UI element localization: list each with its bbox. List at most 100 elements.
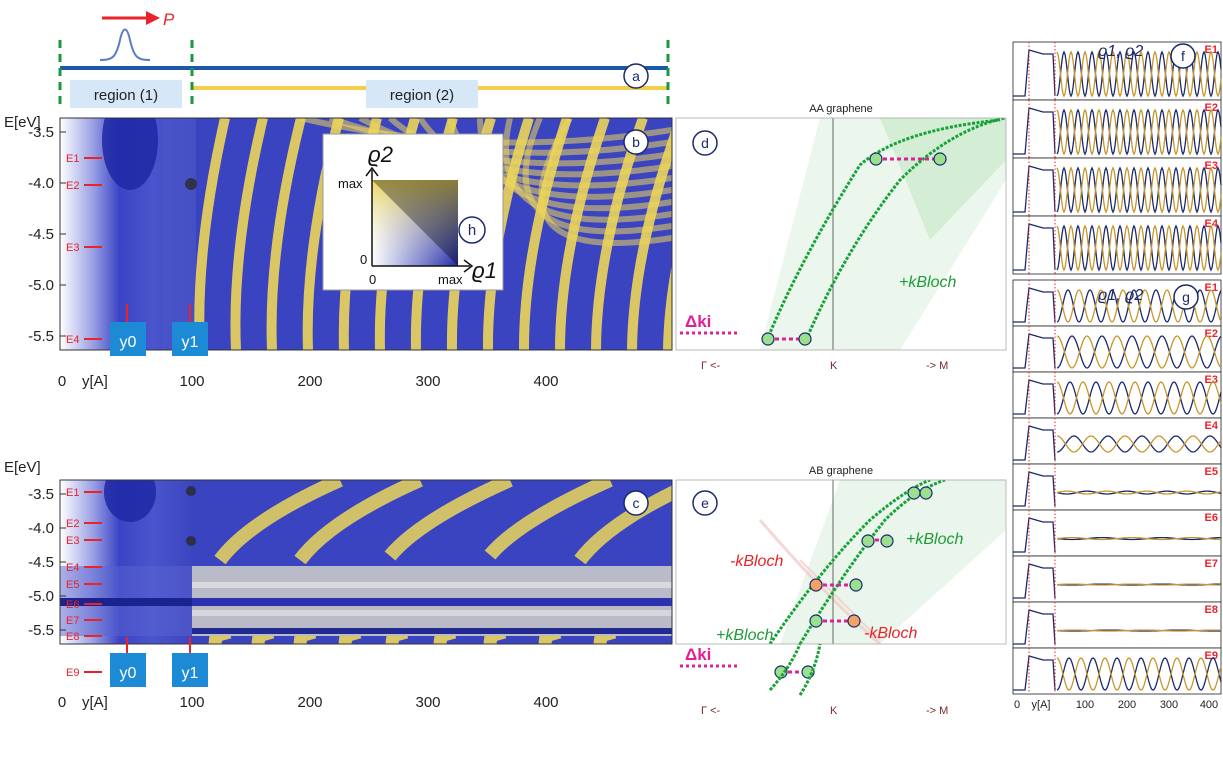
osc-row-label: E1 <box>1205 282 1218 294</box>
osc-row-label: E6 <box>1205 512 1218 524</box>
badge-d <box>692 130 718 156</box>
marker-y1-b <box>172 322 208 356</box>
fringes-b <box>194 118 672 350</box>
svg-text:y0: y0 <box>120 334 137 351</box>
osc-row-label: E3 <box>1205 160 1218 172</box>
y-tick-label: -5.5 <box>28 622 54 639</box>
energy-level-label: E4 <box>66 562 79 574</box>
energy-level-label: E5 <box>66 579 79 591</box>
svg-text:y1: y1 <box>182 334 199 351</box>
y-tick-label: -4.5 <box>28 226 54 243</box>
svg-text:f: f <box>1181 48 1185 64</box>
energy-level-label: E8 <box>66 631 79 643</box>
region1-label: region (1) <box>94 87 158 104</box>
delta-k-label-d: Δki <box>685 312 711 331</box>
panel-e: AB graphene +kBloch +kBloch -kBloch -kBl <box>675 465 1007 717</box>
rho2-curve <box>1056 629 1222 632</box>
energy-level-label: E2 <box>66 180 79 192</box>
badge-h <box>458 216 486 244</box>
svg-text:d: d <box>701 135 709 151</box>
energy-level-label: E1 <box>66 153 79 165</box>
energy-level-label: E7 <box>66 615 79 627</box>
rho2-curve <box>1056 335 1222 369</box>
legend-g: ϱ1, ϱ2 <box>1098 287 1143 304</box>
x-tick-label: 400 <box>533 694 558 711</box>
kbloch-plus-label-e1: +kBloch <box>906 531 963 548</box>
y-tick-label: -5.0 <box>28 588 54 605</box>
osc-x-tick: 0 <box>1014 699 1020 711</box>
y-tick-label: -3.5 <box>28 124 54 141</box>
badge-b <box>623 129 649 155</box>
svg-text:y0: y0 <box>120 665 137 682</box>
osc-row-label: E4 <box>1205 218 1219 230</box>
rho2-curve <box>1056 657 1222 691</box>
rho2-curve <box>1056 381 1222 415</box>
fringe-b <box>663 263 672 350</box>
osc-row-label: E8 <box>1205 604 1218 616</box>
svg-text:K: K <box>830 360 838 372</box>
osc-row <box>1012 417 1222 465</box>
kbloch-minus-label-e1: -kBloch <box>730 553 783 570</box>
rho2-curve <box>1056 583 1221 586</box>
osc-row <box>1012 325 1222 373</box>
badge-a <box>623 63 649 89</box>
fringe-c <box>214 480 343 565</box>
x-tick-label: 300 <box>415 694 440 711</box>
energy-level-label: E2 <box>66 518 79 530</box>
fringe-b <box>230 118 268 350</box>
fringe-b <box>266 118 306 350</box>
rho2-curve <box>1056 490 1222 495</box>
region1-box <box>70 80 182 108</box>
osc-x-tick: y[A] <box>1032 699 1051 711</box>
schematic-a: P region (1) region (2) a <box>58 10 670 108</box>
osc-row <box>1012 555 1222 603</box>
osc-row-label: E7 <box>1205 558 1218 570</box>
kbloch-minus-label-e2: -kBloch <box>864 625 917 642</box>
panel-d: AA graphene +kBloch Δki Γ <- K -> M d <box>675 103 1007 372</box>
panel-b: E[eV] -3.5 -4.0 -4.5 -5.0 -5.5 E1 E2 E3 E4 0 100… <box>4 114 673 390</box>
svg-text:-> M: -> M <box>926 360 948 372</box>
svg-text:g: g <box>1182 289 1190 305</box>
rho1-curve <box>1056 435 1222 453</box>
svg-text:a: a <box>632 68 640 84</box>
y-tick-label: -5.5 <box>28 328 54 345</box>
region2-box <box>366 80 478 108</box>
energy-level-label: E4 <box>66 334 79 346</box>
svg-text:c: c <box>633 495 640 511</box>
x-tick-label: 200 <box>297 373 322 390</box>
energy-level-label: E3 <box>66 242 79 254</box>
wavepacket-icon <box>99 28 151 61</box>
rho2-curve <box>1056 435 1222 453</box>
y-tick-label: -4.0 <box>28 520 54 537</box>
energy-axis-label-b: E[eV] <box>4 114 41 131</box>
fringe-c <box>294 480 423 565</box>
osc-x-tick: 400 <box>1200 699 1218 711</box>
energy-level-label: E6 <box>66 599 79 611</box>
svg-text:y1: y1 <box>182 665 199 682</box>
energy-level-label: E9 <box>66 667 79 679</box>
badge-f <box>1170 43 1196 69</box>
rho2-curve <box>1056 536 1221 541</box>
marker-y0-b <box>110 322 146 356</box>
svg-text:Γ <-: Γ <- <box>701 705 721 717</box>
x-tick-label: 400 <box>533 373 558 390</box>
delta-k-label-e: Δki <box>685 645 711 664</box>
badge-e <box>692 490 718 516</box>
osc-row <box>1012 647 1222 695</box>
y-tick-label: -5.0 <box>28 277 54 294</box>
rho2-curve <box>1056 224 1222 272</box>
panel-c: E[eV] -3.5 -4.0 -4.5 -5.0 -5.5 E1 E2 E3 E4 E5 E6 E… <box>4 459 673 711</box>
y-tick-label: -3.5 <box>28 486 54 503</box>
fringe-c <box>574 485 672 565</box>
svg-text:ϱ1: ϱ1 <box>472 258 497 283</box>
svg-text:e: e <box>701 495 709 511</box>
region2-label: region (2) <box>390 87 454 104</box>
osc-row <box>1012 371 1222 419</box>
fringe-b <box>538 118 672 246</box>
y-tick-label: -4.5 <box>28 554 54 571</box>
energy-level-label: E3 <box>66 535 79 547</box>
fringe-c <box>484 480 613 560</box>
